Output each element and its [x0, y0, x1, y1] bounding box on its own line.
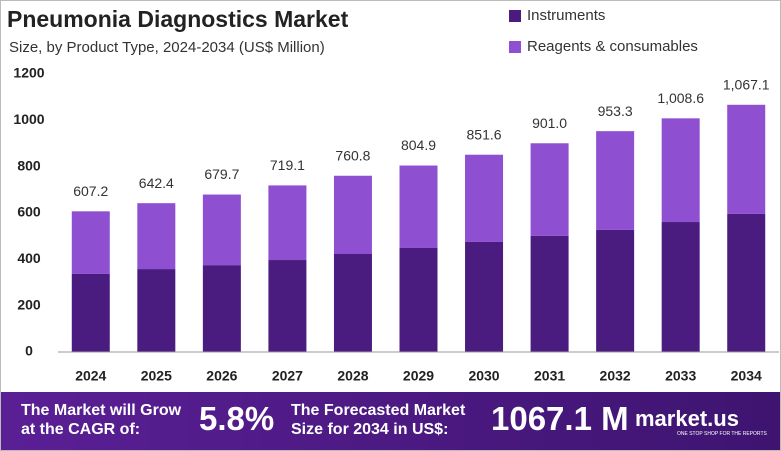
x-tick-label: 2033: [665, 368, 696, 384]
bar-segment: [596, 229, 635, 352]
total-label: 953.3: [598, 103, 633, 119]
x-tick-label: 2032: [600, 368, 631, 384]
footer-banner: The Market will Grow at the CAGR of: 5.8…: [1, 392, 780, 450]
bar-segment: [71, 211, 110, 274]
bar-segment: [596, 131, 635, 230]
total-label: 1,067.1: [723, 76, 770, 92]
y-tick-label: 1200: [13, 65, 44, 81]
chart: Pneumonia Diagnostics Market Size, by Pr…: [7, 6, 779, 384]
bar-segment: [530, 235, 569, 352]
total-label: 760.8: [335, 147, 370, 163]
x-tick-label: 2027: [272, 368, 303, 384]
x-tick-label: 2028: [337, 368, 368, 384]
bar-segment: [268, 260, 307, 352]
y-tick-label: 0: [25, 343, 33, 359]
total-label: 642.4: [139, 175, 174, 191]
bar-segment: [530, 143, 569, 236]
total-label: 607.2: [73, 183, 108, 199]
legend-label: Reagents & consumables: [527, 38, 698, 55]
x-tick-label: 2025: [141, 368, 172, 384]
bar-segment: [268, 185, 307, 261]
y-tick-label: 1000: [13, 111, 44, 127]
cagr-value: 5.8%: [199, 400, 275, 437]
brand: market.us: [635, 406, 739, 431]
bar-segment: [727, 213, 766, 352]
chart-title: Pneumonia Diagnostics Market: [7, 6, 349, 32]
total-label: 719.1: [270, 157, 305, 173]
bar-segment: [137, 269, 176, 352]
y-tick-label: 800: [17, 157, 41, 173]
tagline: ONE STOP SHOP FOR THE REPORTS: [677, 431, 767, 437]
x-tick-label: 2031: [534, 368, 565, 384]
legend-label: Instruments: [527, 7, 605, 24]
bar-segment: [333, 175, 372, 255]
bar-segment: [202, 265, 241, 352]
bar-segment: [465, 241, 504, 352]
forecast-value: 1067.1 M: [491, 400, 629, 437]
bar-segment: [661, 118, 700, 223]
total-label: 804.9: [401, 137, 436, 153]
bar-segment: [661, 222, 700, 352]
cagr-text: The Market will Grow at the CAGR of:: [21, 402, 182, 438]
bar-segment: [399, 165, 438, 248]
legend-swatch: [509, 10, 521, 22]
y-tick-label: 400: [17, 250, 41, 266]
total-label: 851.6: [467, 126, 502, 142]
x-tick-label: 2029: [403, 368, 434, 384]
total-label: 1,008.6: [657, 90, 704, 106]
x-tick-label: 2026: [206, 368, 237, 384]
bar-segment: [333, 254, 372, 352]
y-tick-label: 600: [17, 204, 41, 220]
total-label: 679.7: [204, 166, 239, 182]
total-label: 901.0: [532, 115, 567, 131]
bar-segment: [465, 154, 504, 242]
bar-segment: [137, 203, 176, 270]
bar-segment: [399, 247, 438, 352]
bar-segment: [727, 104, 766, 214]
x-tick-label: 2034: [731, 368, 762, 384]
forecast-text: The Forecasted Market Size for 2034 in U…: [291, 402, 466, 438]
bar-segment: [202, 194, 241, 266]
x-tick-label: 2030: [468, 368, 499, 384]
bar-segment: [71, 273, 110, 352]
legend-swatch: [509, 41, 521, 53]
chart-subtitle: Size, by Product Type, 2024-2034 (US$ Mi…: [9, 39, 325, 56]
y-tick-label: 200: [17, 296, 41, 312]
x-tick-label: 2024: [75, 368, 106, 384]
